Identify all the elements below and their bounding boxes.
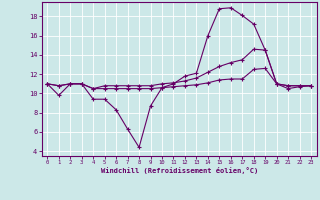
X-axis label: Windchill (Refroidissement éolien,°C): Windchill (Refroidissement éolien,°C) [100, 167, 258, 174]
